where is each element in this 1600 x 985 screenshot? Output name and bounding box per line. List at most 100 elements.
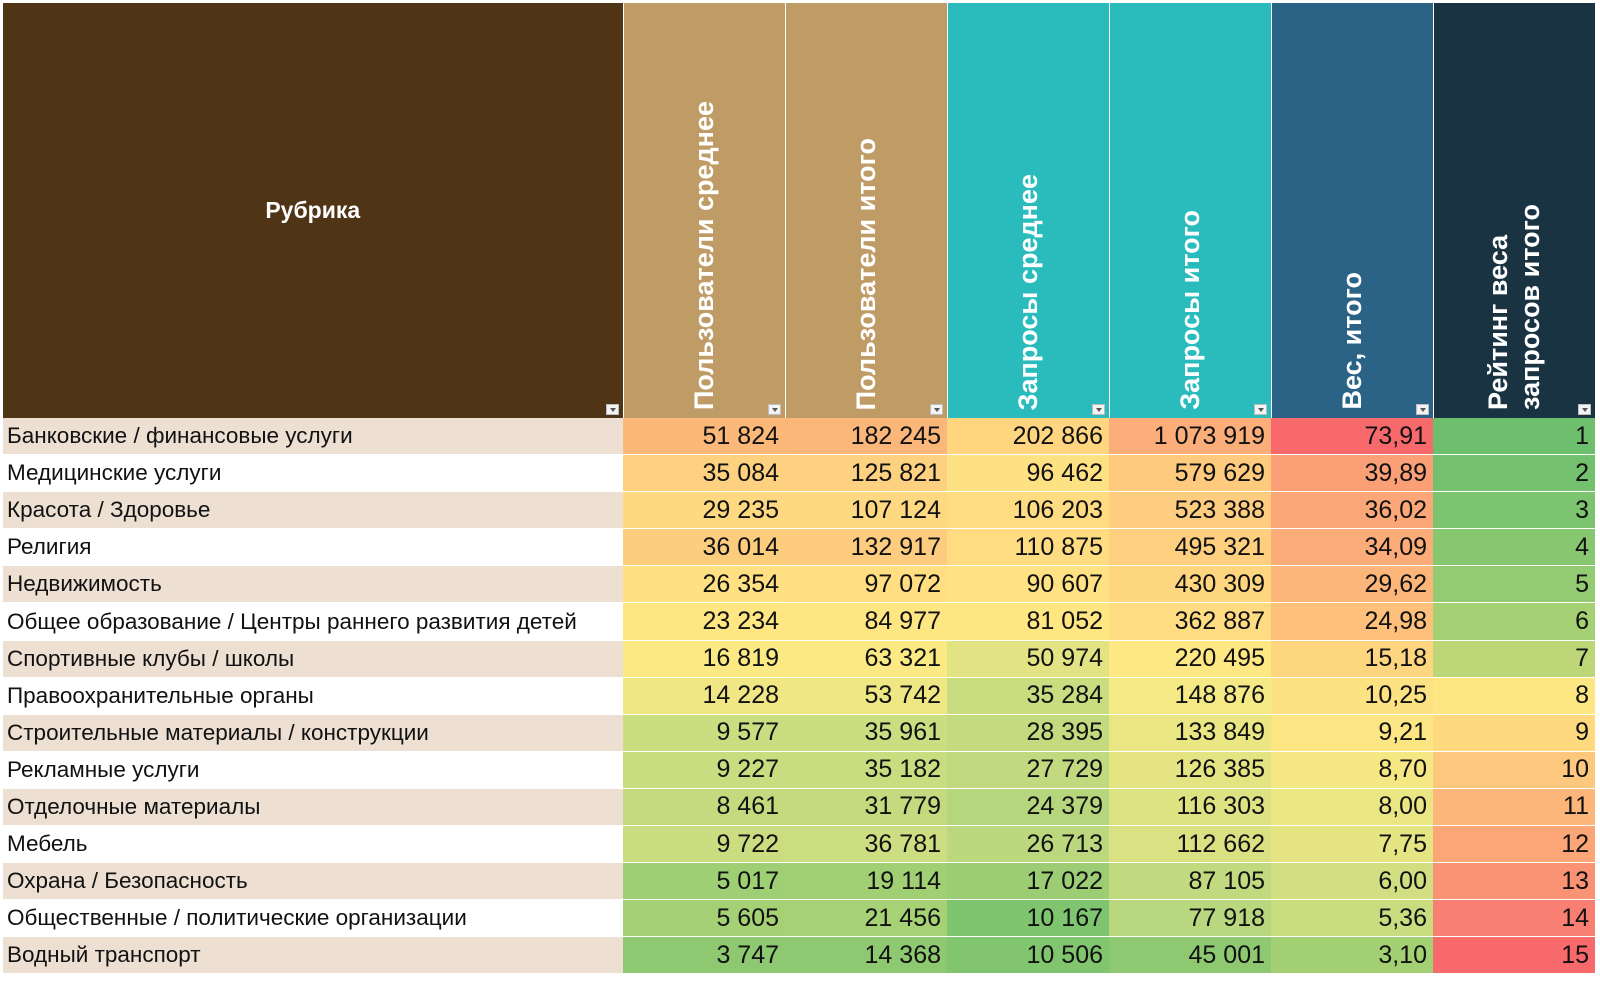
rank-cell[interactable]: 8 — [1433, 677, 1595, 715]
rank-cell[interactable]: 1 — [1433, 418, 1595, 456]
users-total-cell[interactable]: 84 977 — [785, 602, 947, 641]
requests-avg-cell[interactable]: 27 729 — [947, 751, 1109, 789]
table-row[interactable]: Банковские / финансовые услуги 51 824 182 … — [3, 418, 1595, 456]
weight-cell[interactable]: 39,89 — [1271, 454, 1433, 493]
users-avg-cell[interactable]: 29 235 — [623, 491, 785, 530]
rank-cell[interactable]: 13 — [1433, 862, 1595, 901]
rubric-cell[interactable]: Общественные / политические организации — [3, 899, 623, 938]
rubric-cell[interactable]: Строительные материалы / конструкции — [3, 714, 623, 752]
rank-cell[interactable]: 7 — [1433, 640, 1595, 678]
requests-total-cell[interactable]: 362 887 — [1109, 602, 1271, 641]
table-row[interactable]: Медицинские услуги 35 084 125 821 96 462 579… — [3, 454, 1595, 493]
weight-cell[interactable]: 10,25 — [1271, 677, 1433, 715]
filter-dropdown-icon[interactable] — [929, 404, 943, 415]
rank-cell[interactable]: 11 — [1433, 788, 1595, 827]
rank-cell[interactable]: 4 — [1433, 528, 1595, 567]
weight-cell[interactable]: 3,10 — [1271, 936, 1433, 975]
users-total-cell[interactable]: 36 781 — [785, 825, 947, 864]
rank-cell[interactable]: 14 — [1433, 899, 1595, 938]
rubric-cell[interactable]: Рекламные услуги — [3, 751, 623, 789]
rubric-cell[interactable]: Недвижимость — [3, 565, 623, 604]
rubric-cell[interactable]: Охрана / Безопасность — [3, 862, 623, 901]
table-row[interactable]: Отделочные материалы 8 461 31 779 24 379 116… — [3, 788, 1595, 827]
requests-avg-cell[interactable]: 17 022 — [947, 862, 1109, 901]
requests-total-cell[interactable]: 87 105 — [1109, 862, 1271, 901]
table-row[interactable]: Общественные / политические организации 5… — [3, 899, 1595, 938]
weight-cell[interactable]: 6,00 — [1271, 862, 1433, 901]
rubric-cell[interactable]: Красота / Здоровье — [3, 491, 623, 530]
table-row[interactable]: Правоохранительные органы 14 228 53 742 35 … — [3, 677, 1595, 715]
rank-cell[interactable]: 3 — [1433, 491, 1595, 530]
users-total-cell[interactable]: 132 917 — [785, 528, 947, 567]
requests-avg-cell[interactable]: 110 875 — [947, 528, 1109, 567]
weight-cell[interactable]: 8,70 — [1271, 751, 1433, 789]
requests-total-cell[interactable]: 116 303 — [1109, 788, 1271, 827]
users-total-cell[interactable]: 31 779 — [785, 788, 947, 827]
users-total-cell[interactable]: 97 072 — [785, 565, 947, 604]
requests-avg-cell[interactable]: 28 395 — [947, 714, 1109, 752]
users-avg-cell[interactable]: 26 354 — [623, 565, 785, 604]
users-total-cell[interactable]: 63 321 — [785, 640, 947, 678]
weight-cell[interactable]: 9,21 — [1271, 714, 1433, 752]
weight-cell[interactable]: 34,09 — [1271, 528, 1433, 567]
filter-dropdown-icon[interactable] — [605, 404, 619, 415]
users-avg-cell[interactable]: 9 722 — [623, 825, 785, 864]
weight-cell[interactable]: 5,36 — [1271, 899, 1433, 938]
table-row[interactable]: Рекламные услуги 9 227 35 182 27 729 126 385… — [3, 751, 1595, 789]
users-avg-cell[interactable]: 35 084 — [623, 454, 785, 493]
table-row[interactable]: Красота / Здоровье 29 235 107 124 106 203 52… — [3, 491, 1595, 530]
users-avg-cell[interactable]: 23 234 — [623, 602, 785, 641]
rubric-cell[interactable]: Религия — [3, 528, 623, 567]
requests-avg-cell[interactable]: 90 607 — [947, 565, 1109, 604]
sort-filter-icon[interactable] — [1577, 404, 1591, 415]
rubric-cell[interactable]: Правоохранительные органы — [3, 677, 623, 715]
requests-total-cell[interactable]: 45 001 — [1109, 936, 1271, 975]
requests-total-cell[interactable]: 133 849 — [1109, 714, 1271, 752]
table-row[interactable]: Недвижимость 26 354 97 072 90 607 430 309 29,… — [3, 565, 1595, 604]
rank-cell[interactable]: 6 — [1433, 602, 1595, 641]
users-avg-cell[interactable]: 5 017 — [623, 862, 785, 901]
requests-avg-cell[interactable]: 50 974 — [947, 640, 1109, 678]
users-total-cell[interactable]: 53 742 — [785, 677, 947, 715]
users-total-cell[interactable]: 182 245 — [785, 418, 947, 456]
rank-cell[interactable]: 9 — [1433, 714, 1595, 752]
filter-dropdown-icon[interactable] — [767, 404, 781, 415]
requests-total-cell[interactable]: 220 495 — [1109, 640, 1271, 678]
table-row[interactable]: Строительные материалы / конструкции 9 57… — [3, 714, 1595, 752]
requests-total-cell[interactable]: 523 388 — [1109, 491, 1271, 530]
users-avg-cell[interactable]: 9 227 — [623, 751, 785, 789]
requests-avg-cell[interactable]: 24 379 — [947, 788, 1109, 827]
requests-avg-cell[interactable]: 96 462 — [947, 454, 1109, 493]
users-total-cell[interactable]: 14 368 — [785, 936, 947, 975]
filter-dropdown-icon[interactable] — [1091, 404, 1105, 415]
users-avg-cell[interactable]: 36 014 — [623, 528, 785, 567]
requests-total-cell[interactable]: 430 309 — [1109, 565, 1271, 604]
rubric-cell[interactable]: Водный транспорт — [3, 936, 623, 975]
table-row[interactable]: Мебель 9 722 36 781 26 713 112 662 7,75 12 — [3, 825, 1595, 864]
table-row[interactable]: Водный транспорт 3 747 14 368 10 506 45 001 3… — [3, 936, 1595, 975]
users-total-cell[interactable]: 21 456 — [785, 899, 947, 938]
filter-dropdown-icon[interactable] — [1415, 404, 1429, 415]
users-avg-cell[interactable]: 5 605 — [623, 899, 785, 938]
users-total-cell[interactable]: 19 114 — [785, 862, 947, 901]
rank-cell[interactable]: 2 — [1433, 454, 1595, 493]
requests-avg-cell[interactable]: 35 284 — [947, 677, 1109, 715]
table-row[interactable]: Спортивные клубы / школы 16 819 63 321 50 9… — [3, 640, 1595, 678]
filter-dropdown-icon[interactable] — [1253, 404, 1267, 415]
requests-total-cell[interactable]: 112 662 — [1109, 825, 1271, 864]
rank-cell[interactable]: 10 — [1433, 751, 1595, 789]
users-total-cell[interactable]: 107 124 — [785, 491, 947, 530]
users-avg-cell[interactable]: 16 819 — [623, 640, 785, 678]
requests-total-cell[interactable]: 148 876 — [1109, 677, 1271, 715]
users-avg-cell[interactable]: 3 747 — [623, 936, 785, 975]
users-total-cell[interactable]: 35 961 — [785, 714, 947, 752]
weight-cell[interactable]: 8,00 — [1271, 788, 1433, 827]
weight-cell[interactable]: 15,18 — [1271, 640, 1433, 678]
requests-avg-cell[interactable]: 202 866 — [947, 418, 1109, 456]
requests-avg-cell[interactable]: 106 203 — [947, 491, 1109, 530]
weight-cell[interactable]: 7,75 — [1271, 825, 1433, 864]
weight-cell[interactable]: 24,98 — [1271, 602, 1433, 641]
rubric-cell[interactable]: Отделочные материалы — [3, 788, 623, 827]
users-avg-cell[interactable]: 14 228 — [623, 677, 785, 715]
users-total-cell[interactable]: 35 182 — [785, 751, 947, 789]
